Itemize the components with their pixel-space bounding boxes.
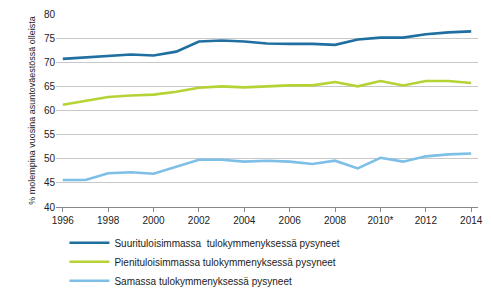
svg-text:45: 45 [44,177,56,188]
svg-text:2000: 2000 [142,215,165,226]
svg-text:% molempina vuosina asuntoväes: % molempina vuosina asuntoväestössä olle… [27,16,37,205]
svg-text:2012: 2012 [415,215,438,226]
svg-text:65: 65 [44,81,56,92]
svg-text:55: 55 [44,129,56,140]
svg-text:2010*: 2010* [367,215,393,226]
svg-text:50: 50 [44,153,56,164]
svg-text:1998: 1998 [97,215,120,226]
svg-text:1996: 1996 [52,215,75,226]
svg-text:Pienituloisimmassa tulokymmeny: Pienituloisimmassa tulokymmenyksessä pys… [114,257,335,268]
svg-text:70: 70 [44,57,56,68]
svg-text:Suurituloisimmassa tulokymmen: Suurituloisimmassa tulokymmenyksessä pys… [114,238,339,249]
svg-text:40: 40 [44,202,56,213]
svg-text:2014: 2014 [460,215,483,226]
svg-text:75: 75 [44,33,56,44]
svg-text:60: 60 [44,105,56,116]
svg-text:2008: 2008 [324,215,347,226]
svg-text:80: 80 [44,9,56,20]
svg-text:2004: 2004 [233,215,256,226]
svg-text:2006: 2006 [279,215,302,226]
svg-text:Samassa tulokymmenyksessä pysy: Samassa tulokymmenyksessä pysyneet [114,276,292,287]
svg-text:2002: 2002 [188,215,211,226]
